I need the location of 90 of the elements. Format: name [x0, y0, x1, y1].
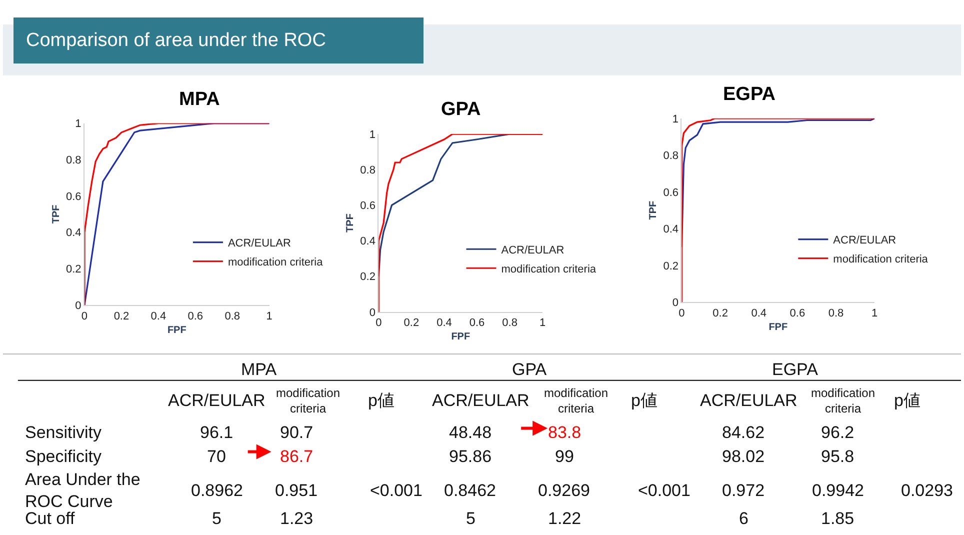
chart-title: GPA — [441, 99, 482, 120]
text: 0.0293 — [901, 481, 953, 500]
text: 0.9269 — [538, 481, 590, 500]
text: 96.1 — [200, 423, 234, 442]
y-tick-label: 0.8 — [663, 150, 679, 162]
text: ACR/EULAR — [168, 391, 266, 410]
legend-label: ACR/EULAR — [501, 244, 564, 256]
text: modification criteria — [276, 386, 340, 416]
text: ACR/EULAR — [700, 391, 798, 410]
legend-label: ACR/EULAR — [833, 234, 896, 247]
x-axis-title: FPF — [167, 324, 186, 336]
y-tick-label: 0.2 — [66, 264, 82, 276]
text: p値 — [631, 391, 658, 410]
text: 95.86 — [449, 447, 492, 466]
y-tick-label: 0 — [672, 297, 679, 310]
x-tick-label: 0.8 — [828, 307, 844, 320]
x-tick-label: 0.6 — [188, 310, 204, 322]
text: 84.62 — [722, 423, 765, 442]
y-tick-label: 0.8 — [360, 164, 376, 176]
text: MPA — [241, 360, 278, 379]
text: 86.7 — [280, 447, 314, 466]
y-tick-label: 1 — [369, 128, 376, 141]
text: 1.22 — [548, 509, 582, 528]
text: 0.951 — [275, 481, 318, 500]
text: modification criteria — [544, 386, 608, 416]
text: 48.48 — [449, 423, 492, 442]
x-axis-title: FPF — [768, 322, 788, 333]
text: 5 — [212, 509, 222, 528]
y-axis-title: TPF — [345, 214, 356, 232]
text: Sensitivity — [25, 423, 102, 442]
y-axis-title: TPF — [50, 204, 62, 224]
x-tick-label: 0.4 — [436, 317, 452, 330]
legend-label: modification criteria — [501, 263, 597, 276]
y-tick-label: 0.8 — [66, 154, 82, 167]
text: Cut off — [25, 509, 76, 528]
text: 5 — [466, 509, 476, 528]
text: 1.23 — [280, 509, 314, 528]
text: ACR/EULAR — [432, 391, 530, 410]
x-tick-label: 1 — [871, 307, 878, 320]
y-tick-label: 0.2 — [360, 271, 376, 284]
text: p値 — [368, 391, 394, 410]
x-tick-label: 0.8 — [224, 310, 240, 322]
text: 0.9942 — [812, 481, 864, 500]
text: 98.02 — [722, 447, 765, 466]
y-tick-label: 0.6 — [663, 186, 679, 199]
chart-title: EGPA — [723, 84, 776, 105]
y-tick-label: 0.2 — [663, 260, 679, 272]
text: 95.8 — [821, 447, 854, 466]
text: modification criteria — [811, 386, 876, 416]
x-axis-title: FPF — [451, 332, 470, 343]
text: p値 — [894, 391, 920, 410]
y-tick-label: 0.4 — [360, 236, 376, 248]
text: <0.001 — [638, 481, 690, 500]
y-tick-label: 0.4 — [663, 224, 679, 236]
text: 70 — [207, 447, 226, 466]
x-tick-label: 1 — [266, 310, 272, 322]
text: 96.2 — [821, 423, 854, 442]
text: 6 — [739, 509, 748, 528]
x-tick-label: 0.4 — [751, 307, 767, 320]
text: GPA — [512, 360, 548, 379]
y-tick-label: 1 — [672, 113, 679, 126]
x-tick-label: 0.2 — [712, 307, 728, 320]
x-tick-label: 1 — [540, 317, 546, 330]
legend-label: modification criteria — [228, 256, 324, 269]
x-tick-label: 0.2 — [404, 317, 420, 330]
x-tick-label: 0.6 — [790, 307, 806, 320]
x-tick-label: 0.2 — [114, 310, 130, 322]
text: Comparison of area under the ROC — [26, 30, 326, 51]
text: 0.8462 — [444, 481, 496, 500]
x-tick-label: 0.8 — [502, 317, 518, 330]
y-axis-title: TPF — [648, 200, 660, 220]
x-tick-label: 0.6 — [469, 317, 485, 330]
x-tick-label: 0.4 — [150, 310, 166, 322]
text: 83.8 — [548, 423, 582, 442]
y-tick-label: 0.6 — [360, 200, 376, 212]
legend-label: ACR/EULAR — [228, 238, 291, 250]
text: EGPA — [772, 360, 819, 379]
text: 99 — [555, 447, 574, 466]
text: Specificity — [25, 447, 102, 466]
chart-title: MPA — [179, 89, 220, 110]
text: 1.85 — [821, 509, 854, 528]
y-tick-label: 1 — [75, 118, 82, 130]
y-tick-label: 0.6 — [66, 190, 82, 203]
text: 0.972 — [722, 481, 765, 500]
text: <0.001 — [370, 481, 422, 500]
text: 0.8962 — [191, 481, 243, 500]
legend-label: modification criteria — [833, 254, 929, 266]
text: 90.7 — [280, 423, 314, 442]
text: Area Under the ROC Curve — [25, 470, 140, 512]
y-tick-label: 0.4 — [66, 227, 82, 240]
